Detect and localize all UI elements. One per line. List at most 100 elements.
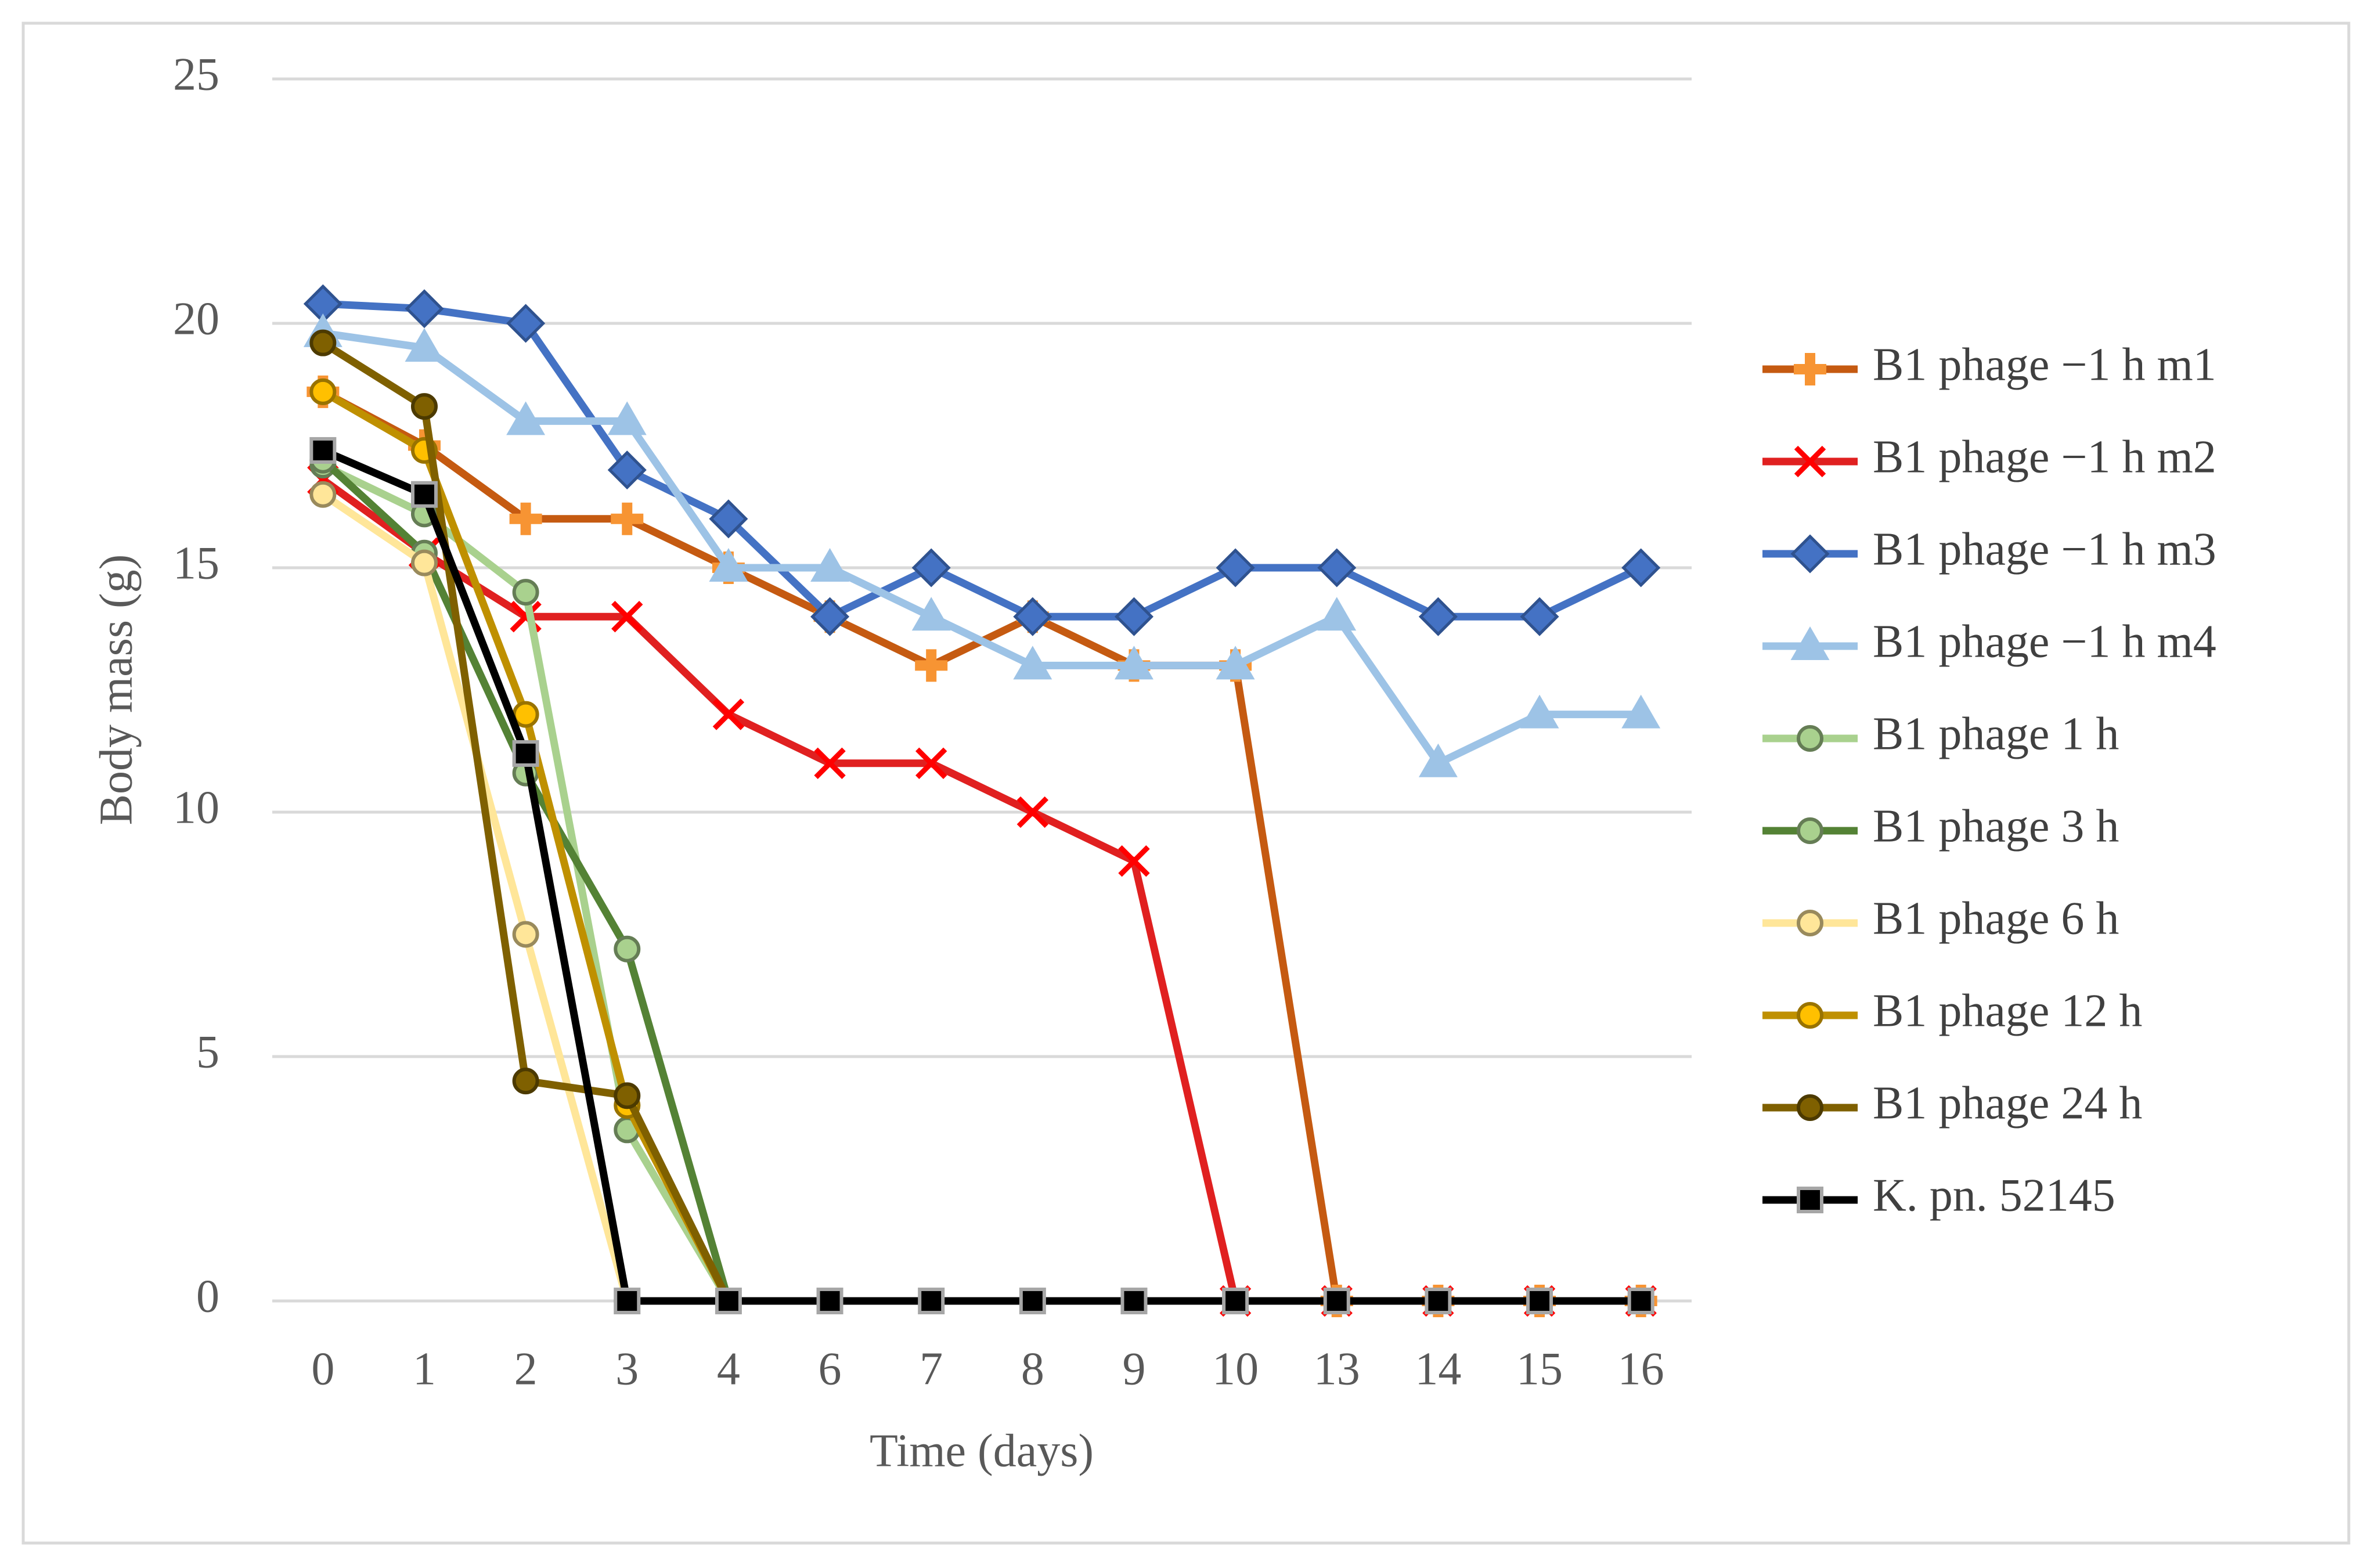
marker (1216, 646, 1255, 680)
marker (1797, 1187, 1823, 1213)
marker (915, 649, 948, 682)
marker (405, 328, 444, 362)
marker (1019, 1288, 1046, 1314)
marker (506, 401, 546, 435)
marker (1526, 1288, 1553, 1314)
marker (1797, 817, 1823, 844)
marker (1790, 534, 1830, 574)
marker (1114, 597, 1153, 636)
marker (810, 547, 850, 582)
marker (410, 549, 438, 576)
marker (1621, 548, 1661, 587)
x-tick-label: 1 (413, 1343, 436, 1394)
marker (1418, 597, 1458, 636)
legend-label: B1 phage 6 h (1873, 893, 2119, 944)
marker (1222, 1288, 1249, 1314)
marker (611, 502, 644, 535)
marker (1797, 910, 1823, 936)
marker (309, 437, 337, 464)
marker (1794, 353, 1826, 385)
legend-label: B1 phage −1 h m4 (1873, 616, 2216, 667)
marker (1323, 1288, 1350, 1314)
series-line (322, 329, 1641, 767)
x-tick-label: 8 (1021, 1343, 1044, 1394)
x-tick-label: 10 (1212, 1343, 1259, 1394)
marker (816, 1288, 843, 1314)
series-line (321, 446, 1641, 1305)
marker (506, 304, 546, 343)
marker (712, 698, 745, 730)
x-tick-label: 0 (311, 1343, 334, 1394)
marker (1797, 1002, 1823, 1029)
marker (1797, 725, 1823, 752)
legend-label: B1 phage −1 h m3 (1873, 524, 2216, 575)
legend-label: B1 phage 3 h (1873, 801, 2119, 852)
marker (512, 579, 539, 606)
marker (410, 481, 438, 508)
marker (1120, 1288, 1148, 1314)
marker (614, 1288, 641, 1314)
marker (1797, 1094, 1823, 1121)
marker (309, 378, 337, 405)
x-tick-label: 14 (1415, 1343, 1461, 1394)
legend-label: B1 phage −1 h m2 (1873, 431, 2216, 482)
legend-label: B1 phage 1 h (1873, 708, 2119, 759)
marker (1790, 626, 1830, 660)
y-tick-label: 0 (196, 1271, 219, 1322)
marker (509, 502, 542, 535)
legend-label: K. pn. 52145 (1873, 1170, 2115, 1221)
marker (1013, 646, 1052, 680)
marker (1317, 548, 1357, 587)
x-tick-label: 3 (615, 1343, 639, 1394)
marker (1425, 1288, 1452, 1314)
marker (1627, 1288, 1654, 1314)
y-tick-label: 25 (173, 49, 219, 100)
x-tick-label: 7 (920, 1343, 943, 1394)
marker (1118, 845, 1150, 877)
y-tick-label: 15 (173, 538, 219, 589)
x-tick-label: 2 (514, 1343, 538, 1394)
marker (715, 1288, 742, 1314)
marker (309, 329, 337, 356)
marker (1317, 597, 1357, 631)
legend-label: B1 phage −1 h m1 (1873, 339, 2216, 390)
marker (614, 1082, 641, 1109)
legend-label: B1 phage 12 h (1873, 985, 2142, 1036)
marker (614, 935, 641, 963)
marker (810, 597, 850, 636)
x-tick-label: 15 (1516, 1343, 1563, 1394)
series (303, 313, 1661, 777)
y-axis-title: Body mass (g) (91, 554, 142, 826)
series (309, 437, 1654, 1314)
series (303, 284, 1661, 636)
x-tick-label: 6 (819, 1343, 842, 1394)
marker (911, 597, 951, 631)
marker (309, 481, 337, 508)
marker (1794, 445, 1826, 478)
y-tick-label: 20 (173, 293, 219, 344)
chart-frame (21, 21, 2351, 1545)
marker (512, 921, 539, 948)
marker (1418, 743, 1458, 777)
marker (918, 1288, 945, 1314)
x-axis-title: Time (days) (870, 1425, 1094, 1476)
marker (405, 289, 444, 329)
x-tick-label: 13 (1314, 1343, 1360, 1394)
marker (512, 1068, 539, 1095)
series-line (323, 300, 1643, 621)
marker (709, 547, 748, 582)
marker (1520, 597, 1559, 636)
x-tick-label: 16 (1618, 1343, 1664, 1394)
marker (1520, 694, 1559, 729)
marker (512, 740, 539, 767)
marker (915, 747, 947, 779)
y-tick-label: 10 (173, 782, 219, 833)
marker (611, 601, 643, 633)
marker (709, 499, 748, 539)
marker (814, 747, 846, 779)
x-tick-label: 9 (1122, 1343, 1145, 1394)
marker (1114, 646, 1153, 680)
legend-label: B1 phage 24 h (1873, 1077, 2142, 1129)
